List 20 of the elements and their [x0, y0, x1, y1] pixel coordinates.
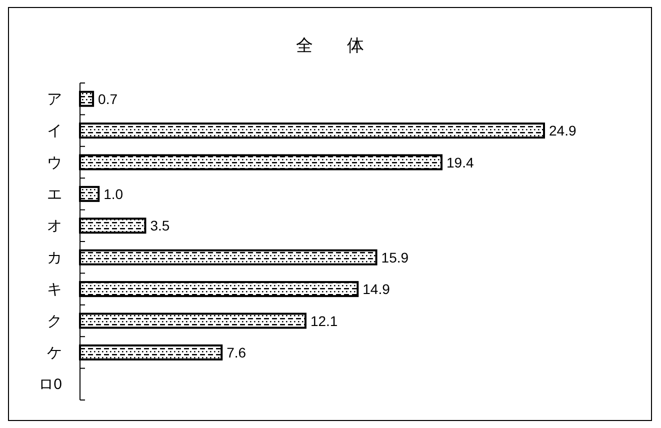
- y-tick-label: キ: [47, 281, 62, 298]
- y-tick-label: カ: [47, 249, 62, 266]
- y-tick-label: ク: [47, 312, 62, 330]
- data-label: 24.9: [549, 122, 576, 139]
- data-label: 19.4: [446, 154, 474, 170]
- data-label: 0.7: [98, 90, 118, 107]
- data-label: 15.9: [381, 249, 409, 266]
- chart-title: 全 体: [296, 36, 364, 55]
- data-label: 7.6: [226, 344, 246, 360]
- y-tick-label: ケ: [47, 344, 62, 362]
- y-tick-label: ロ0: [38, 376, 62, 394]
- data-label: 12.1: [310, 312, 338, 329]
- y-tick-label: イ: [47, 122, 62, 140]
- y-tick-label: エ: [47, 186, 62, 203]
- y-tick-label: ア: [47, 90, 62, 108]
- data-label: 1.0: [104, 186, 124, 202]
- y-tick-label: ウ: [47, 154, 62, 172]
- data-label: 3.5: [150, 218, 170, 234]
- y-tick-label: オ: [47, 218, 62, 235]
- data-label: 14.9: [362, 281, 390, 298]
